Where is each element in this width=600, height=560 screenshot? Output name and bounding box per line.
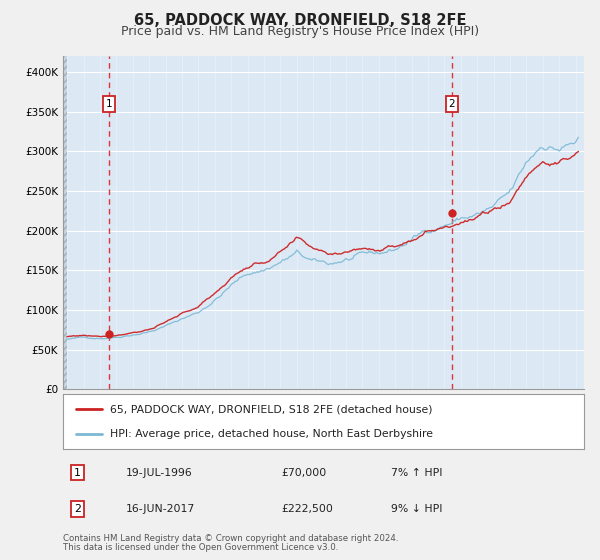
Text: 1: 1	[106, 99, 112, 109]
Text: HPI: Average price, detached house, North East Derbyshire: HPI: Average price, detached house, Nort…	[110, 430, 433, 439]
Text: 9% ↓ HPI: 9% ↓ HPI	[391, 504, 443, 514]
Text: Price paid vs. HM Land Registry's House Price Index (HPI): Price paid vs. HM Land Registry's House …	[121, 25, 479, 38]
Text: 65, PADDOCK WAY, DRONFIELD, S18 2FE: 65, PADDOCK WAY, DRONFIELD, S18 2FE	[134, 13, 466, 28]
Text: 7% ↑ HPI: 7% ↑ HPI	[391, 468, 443, 478]
Text: 1: 1	[74, 468, 81, 478]
Text: Contains HM Land Registry data © Crown copyright and database right 2024.: Contains HM Land Registry data © Crown c…	[63, 534, 398, 543]
Text: 65, PADDOCK WAY, DRONFIELD, S18 2FE (detached house): 65, PADDOCK WAY, DRONFIELD, S18 2FE (det…	[110, 404, 433, 414]
Text: £70,000: £70,000	[282, 468, 327, 478]
Text: £222,500: £222,500	[282, 504, 334, 514]
Text: 2: 2	[74, 504, 81, 514]
Text: 2: 2	[449, 99, 455, 109]
Text: This data is licensed under the Open Government Licence v3.0.: This data is licensed under the Open Gov…	[63, 543, 338, 552]
Bar	[63, 56, 67, 389]
Text: 16-JUN-2017: 16-JUN-2017	[125, 504, 195, 514]
Text: 19-JUL-1996: 19-JUL-1996	[125, 468, 192, 478]
